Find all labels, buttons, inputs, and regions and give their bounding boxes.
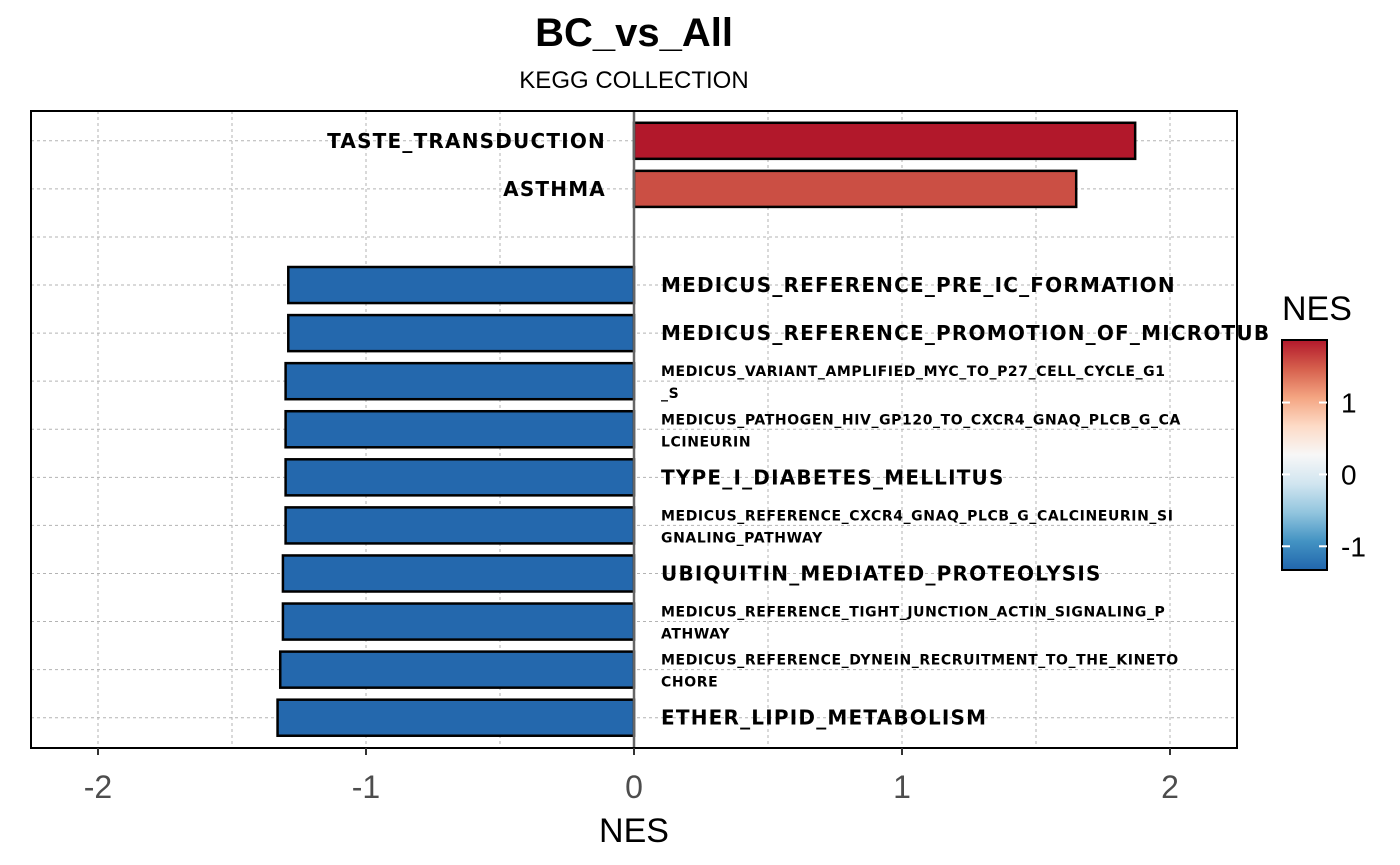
bar-label: TYPE_I_DIABETES_MELLITUS bbox=[661, 465, 1005, 489]
bar-label: MEDICUS_VARIANT_AMPLIFIED_MYC_TO_P27_CEL… bbox=[661, 364, 1166, 402]
legend-colorbar bbox=[1281, 339, 1328, 571]
legend-ticks: 1 0 -1 bbox=[1282, 388, 1366, 562]
bars-group bbox=[276, 121, 1137, 737]
x-axis-title: NES bbox=[599, 812, 669, 850]
bar-label: MEDICUS_REFERENCE_PRE_IC_FORMATION bbox=[661, 273, 1176, 297]
bar bbox=[284, 506, 636, 545]
x-tick-label: 1 bbox=[893, 769, 911, 805]
legend-title: NES bbox=[1282, 290, 1352, 328]
bar bbox=[284, 409, 636, 449]
bar bbox=[281, 602, 636, 641]
bar-label: MEDICUS_PATHOGEN_HIV_GP120_TO_CXCR4_GNAQ… bbox=[661, 412, 1181, 450]
bar-label: UBIQUITIN_MEDIATED_PROTEOLYSIS bbox=[661, 561, 1102, 585]
bar bbox=[287, 313, 636, 353]
x-tick-label: -2 bbox=[84, 769, 112, 805]
bar bbox=[284, 361, 636, 401]
bar bbox=[287, 265, 636, 305]
bar bbox=[632, 121, 1137, 161]
legend-tick-label: 1 bbox=[1341, 388, 1357, 419]
bar-label: ASTHMA bbox=[503, 177, 606, 201]
bar bbox=[278, 650, 636, 689]
x-tick-label: 0 bbox=[625, 769, 643, 805]
bar-label: ETHER_LIPID_METABOLISM bbox=[661, 706, 987, 730]
bar-label: MEDICUS_REFERENCE_CXCR4_GNAQ_PLCB_G_CALC… bbox=[661, 508, 1174, 546]
x-axis-ticks: -2 -1 0 1 2 bbox=[84, 748, 1179, 805]
legend-tick-label: 0 bbox=[1341, 459, 1357, 490]
chart-subtitle: KEGG COLLECTION bbox=[519, 67, 748, 94]
chart-title: BC_vs_All bbox=[535, 11, 733, 55]
bar bbox=[632, 169, 1078, 209]
color-legend: NES 1 0 -1 bbox=[1281, 290, 1366, 571]
x-tick-label: 2 bbox=[1161, 769, 1179, 805]
x-tick-label: -1 bbox=[352, 769, 380, 805]
bar-label: MEDICUS_REFERENCE_PROMOTION_OF_MICROTUB bbox=[661, 321, 1270, 345]
bar-labels-group: TASTE_TRANSDUCTION ASTHMA MEDICUS_REFERENC… bbox=[327, 129, 1270, 730]
bar bbox=[281, 554, 636, 593]
bar-label: TASTE_TRANSDUCTION bbox=[327, 129, 606, 153]
bar bbox=[284, 458, 636, 497]
bar bbox=[276, 698, 636, 737]
bar-label: MEDICUS_REFERENCE_DYNEIN_RECRUITMENT_TO_… bbox=[661, 653, 1179, 691]
bar-label: MEDICUS_REFERENCE_TIGHT_JUNCTION_ACTIN_S… bbox=[661, 605, 1165, 643]
legend-tick-label: -1 bbox=[1341, 531, 1366, 562]
